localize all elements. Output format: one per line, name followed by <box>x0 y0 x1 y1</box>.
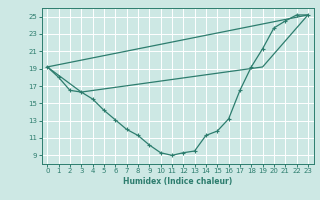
X-axis label: Humidex (Indice chaleur): Humidex (Indice chaleur) <box>123 177 232 186</box>
